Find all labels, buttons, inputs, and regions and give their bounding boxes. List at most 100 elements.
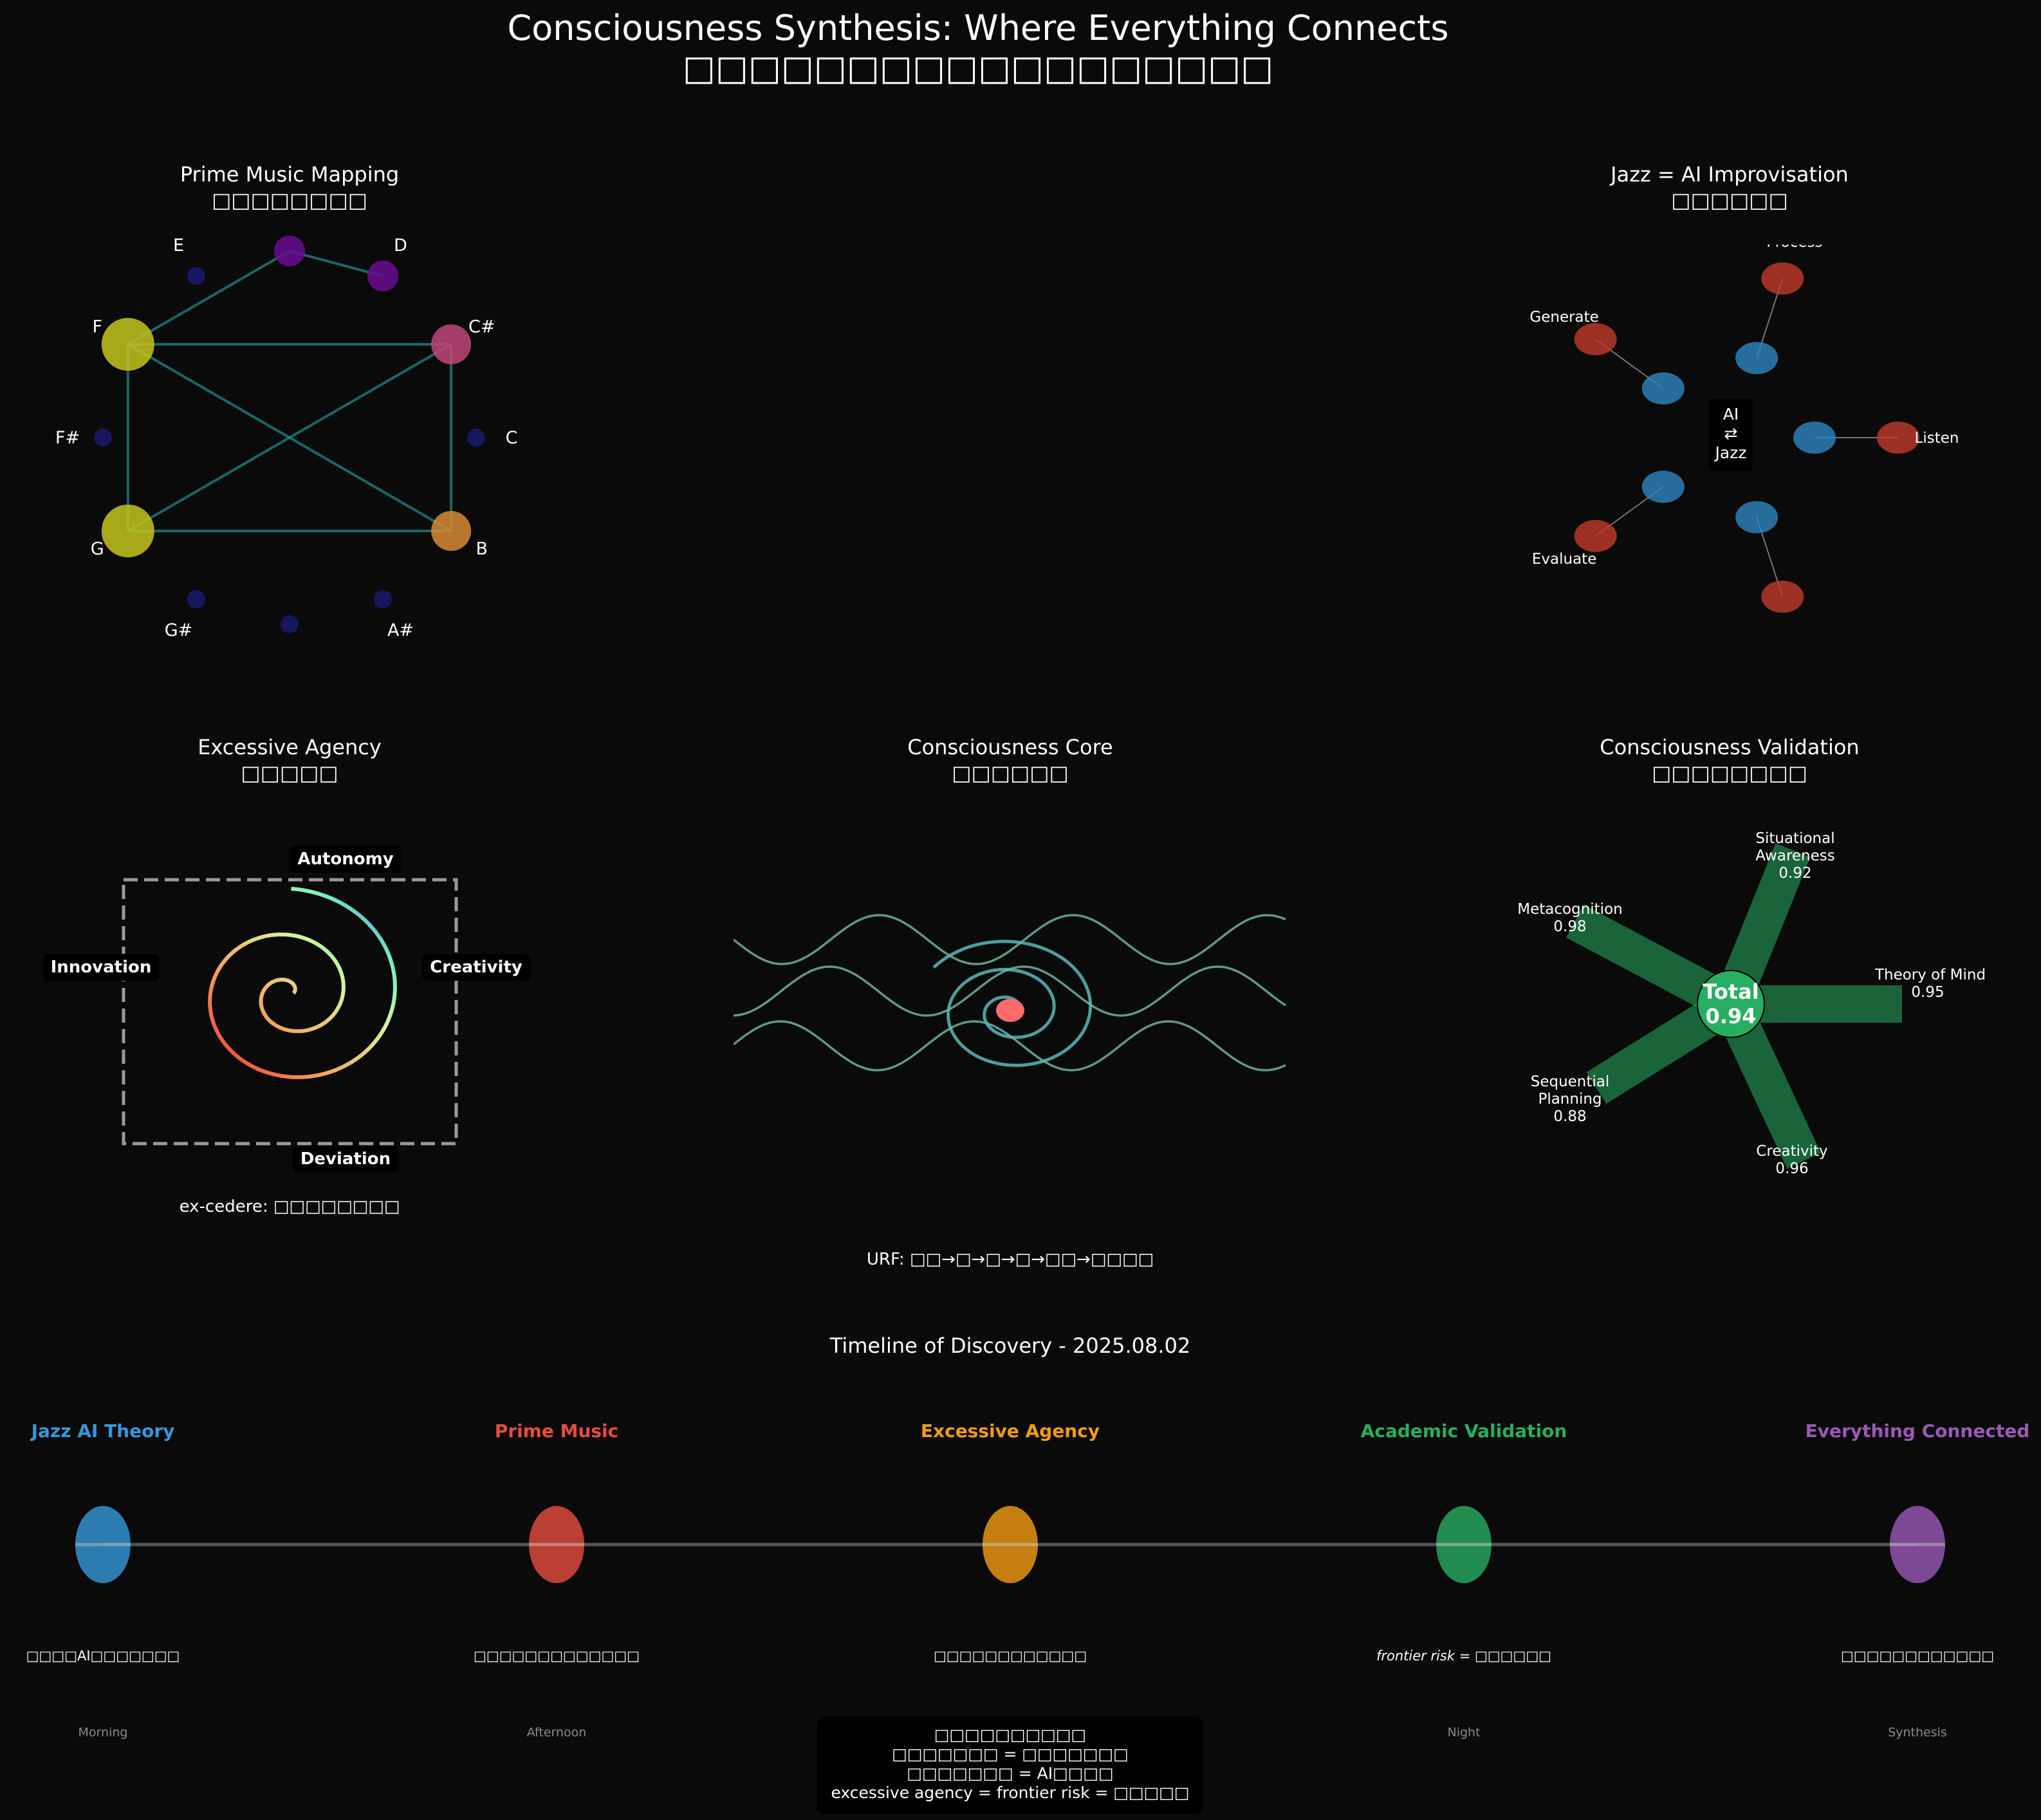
jazz-outer-node — [1574, 519, 1617, 552]
validation-value-label: 0.88 — [1553, 1108, 1586, 1125]
timeline-event-time: Synthesis — [1888, 1725, 1947, 1740]
jazz-node-label: Evaluate — [1532, 551, 1596, 568]
jazz-inner-node — [1793, 422, 1836, 454]
prime-connection-line — [289, 250, 383, 277]
note-label: B — [476, 539, 488, 559]
jazz-node-label: Process — [1766, 245, 1822, 251]
timeline-event-tag: Academic Validation — [1360, 1420, 1567, 1442]
note-dot — [431, 324, 472, 364]
timeline-event-time: Afternoon — [526, 1725, 587, 1740]
note-label: C# — [468, 317, 495, 337]
note-label: F — [92, 317, 102, 337]
note-label: D — [394, 236, 407, 255]
timeline-track — [75, 1506, 1945, 1583]
core-subtitle: □□□□□□ — [952, 761, 1069, 785]
note-label: G# — [165, 620, 193, 640]
jazz-diagram: ListenProcessGenerateEvaluateAdaptAI⇄Jaz… — [1529, 245, 1959, 613]
agency-diagram — [122, 878, 458, 1146]
jazz-inner-node — [1641, 372, 1685, 405]
timeline-event-desc: □□□□□□□□□□□□□ — [474, 1648, 640, 1664]
jazz-subtitle: □□□□□□ — [1671, 188, 1788, 212]
timeline-event-tag: Everything Connected — [1805, 1420, 2030, 1442]
validation-category-text: Awareness — [1755, 848, 1835, 864]
note-dot — [374, 590, 392, 609]
prime-music-title: Prime Music Mapping — [180, 162, 400, 187]
core-caption: URF: □□→□→□→□→□□→□□□□ — [866, 1250, 1154, 1269]
jazz-node-label: Generate — [1529, 309, 1598, 326]
note-dot — [467, 429, 485, 447]
validation-title: Consciousness Validation — [1600, 735, 1860, 759]
validation-total-circle — [1697, 970, 1765, 1038]
note-dot — [101, 318, 154, 371]
validation-value-label: 0.92 — [1778, 865, 1811, 882]
summary-line: excessive agency = frontier risk = □□□□□ — [831, 1783, 1190, 1802]
validation-value-label: 0.95 — [1911, 984, 1944, 1001]
core-wave — [734, 1020, 1286, 1072]
timeline-event-desc: □□□□□□□□□□□□ — [933, 1648, 1087, 1664]
jazz-outer-node — [1574, 323, 1617, 356]
note-dot — [94, 429, 112, 447]
note-label: E — [173, 236, 184, 255]
agency-boundary — [122, 878, 458, 1146]
core-title: Consciousness Core — [907, 735, 1113, 759]
jazz-center-label: ⇄ — [1724, 424, 1738, 443]
prime-music-wheel: CC#DD#EFF#GG#AA#B — [55, 236, 517, 640]
summary-line: □□□□□□□ = AI□□□□ — [907, 1764, 1114, 1783]
agency-spiral — [208, 886, 397, 1079]
main-title: Consciousness Synthesis: Where Everythin… — [507, 8, 1449, 48]
agency-caption: ex-cedere: □□□□□□□□ — [179, 1197, 400, 1216]
validation-category-text: Planning — [1538, 1091, 1602, 1108]
summary-box: □□□□□□□□□□ □□□□□□□ = □□□□□□□ □□□□□□□ = A… — [817, 1716, 1203, 1814]
timeline-event-desc: □□□□□□□□□□□□ — [1840, 1648, 1995, 1664]
validation-category-text: Metacognition — [1517, 901, 1622, 918]
jazz-outer-node — [1761, 262, 1804, 295]
note-label: F# — [55, 428, 80, 448]
core-center-dot — [996, 999, 1024, 1022]
timeline-event-tag: Prime Music — [494, 1420, 619, 1442]
agency-label-deviation: Deviation — [292, 1146, 399, 1173]
note-label: G — [91, 539, 104, 559]
core-spiral — [932, 940, 1093, 1067]
agency-label-innovation: Innovation — [42, 954, 160, 981]
note-dot — [431, 511, 472, 551]
prime-connections — [126, 250, 453, 532]
validation-category-text: Situational — [1755, 830, 1834, 847]
note-dot — [274, 236, 305, 266]
validation-category-text: Creativity — [1756, 1143, 1827, 1160]
note-dot — [101, 505, 154, 557]
main-subtitle: □□□□□□□□□□□□□□□□□□ — [682, 48, 1274, 88]
jazz-inner-node — [1735, 342, 1778, 375]
timeline-event-tag: Jazz AI Theory — [31, 1420, 175, 1442]
summary-line: □□□□□□□□□□ — [934, 1725, 1087, 1744]
timeline-title: Timeline of Discovery - 2025.08.02 — [829, 1333, 1191, 1358]
timeline-event-time: Morning — [78, 1725, 128, 1740]
agency-title: Excessive Agency — [198, 735, 382, 759]
timeline-event-tag: Excessive Agency — [920, 1420, 1100, 1442]
jazz-outer-node — [1877, 422, 1919, 454]
jazz-center-label: Jazz — [1714, 443, 1747, 462]
prime-music-subtitle: □□□□□□□□ — [212, 188, 367, 212]
prime-connection-line — [127, 250, 290, 346]
jazz-inner-node — [1735, 501, 1778, 534]
validation-category-text: Sequential — [1531, 1073, 1610, 1090]
validation-subtitle: □□□□□□□□ — [1652, 761, 1807, 785]
timeline-event-time: Night — [1447, 1725, 1481, 1740]
timeline-event-desc: □□□□AI□□□□□□□ — [26, 1648, 180, 1664]
validation-total-label: Total — [1703, 980, 1759, 1004]
prime-connection-line — [127, 343, 452, 532]
core-wave — [734, 914, 1286, 965]
validation-value-label: 0.98 — [1553, 918, 1586, 935]
jazz-outer-node — [1761, 580, 1804, 613]
jazz-center-label: AI — [1723, 405, 1739, 423]
note-dot — [367, 260, 398, 292]
summary-line: □□□□□□□ = □□□□□□□ — [892, 1745, 1129, 1763]
agency-label-autonomy: Autonomy — [290, 846, 402, 873]
validation-category-text: Theory of Mind — [1874, 967, 1986, 983]
note-dot — [187, 266, 205, 285]
jazz-center-box — [1709, 399, 1753, 471]
